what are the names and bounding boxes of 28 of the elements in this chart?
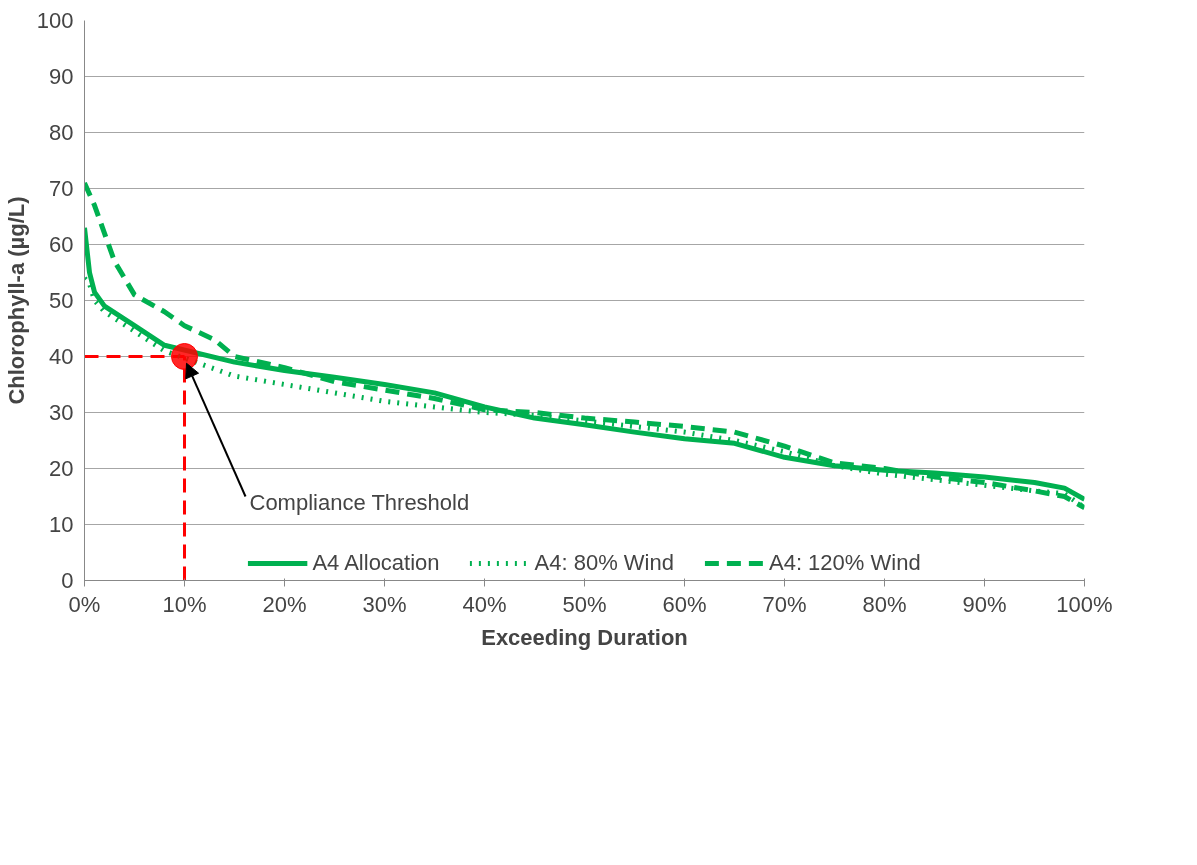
x-tick-label: 100% <box>1056 591 1113 617</box>
y-tick-label: 30 <box>49 400 74 425</box>
y-axis-title: Chlorophyll-a (µg/L) <box>3 196 29 405</box>
y-tick-label: 20 <box>49 456 74 481</box>
y-tick-label: 50 <box>49 288 74 313</box>
x-tick-label: 70% <box>762 591 807 617</box>
y-tick-label: 100 <box>36 8 74 33</box>
y-tick-label: 0 <box>61 568 74 593</box>
y-tick-label: 80 <box>49 120 74 145</box>
x-tick-label: 0% <box>68 591 101 617</box>
x-tick-label: 20% <box>262 591 307 617</box>
x-tick-label: 90% <box>962 591 1007 617</box>
annotation: Compliance Threshold <box>249 489 470 515</box>
legend-label: A4: 120% Wind <box>768 550 921 576</box>
x-tick-label: 10% <box>162 591 207 617</box>
x-tick-label: 40% <box>462 591 507 617</box>
x-tick-label: 60% <box>662 591 707 617</box>
y-tick-label: 90 <box>49 64 74 89</box>
x-tick-label: 80% <box>862 591 907 617</box>
legend-label: A4: 80% Wind <box>534 550 674 576</box>
y-tick-label: 10 <box>49 512 74 537</box>
y-tick-label: 40 <box>49 344 74 369</box>
x-tick-label: 30% <box>362 591 407 617</box>
x-axis-title: Exceeding Duration <box>481 624 688 650</box>
legend-label: A4 Allocation <box>312 550 440 576</box>
y-tick-label: 60 <box>49 232 74 257</box>
y-tick-label: 70 <box>49 176 74 201</box>
x-tick-label: 50% <box>562 591 607 617</box>
